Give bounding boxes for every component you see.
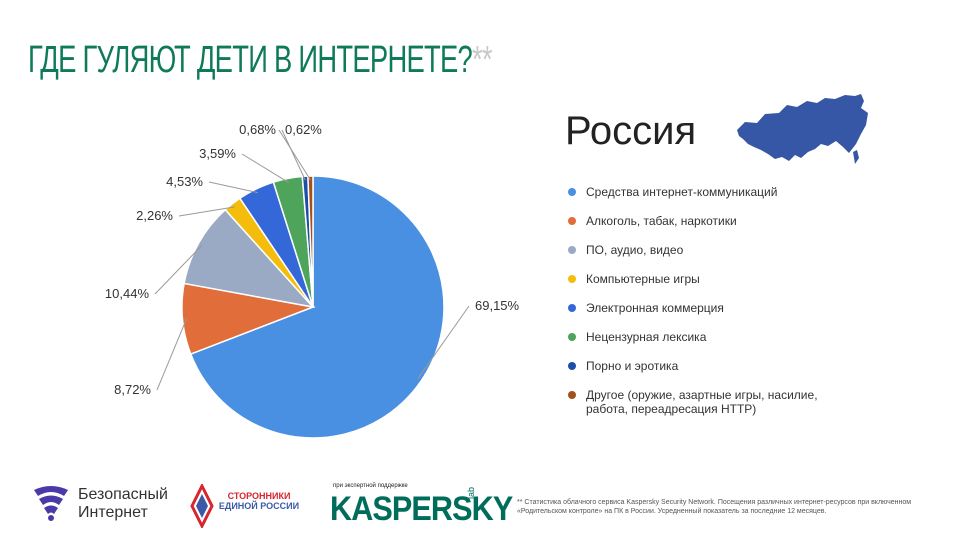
legend-swatch	[568, 362, 576, 370]
legend-item: Другое (оружие, азартные игры, насилие, …	[568, 388, 858, 416]
shield-wifi-icon	[34, 486, 68, 521]
supporters-emblem-icon	[190, 484, 214, 528]
legend-label: Электронная коммерция	[586, 301, 724, 315]
legend-swatch	[568, 275, 576, 283]
page-title: ГДЕ ГУЛЯЮТ ДЕТИ В ИНТЕРНЕТЕ?**	[28, 38, 493, 82]
leader-line	[278, 129, 311, 181]
kaspersky-logo: KASPERSKY	[330, 490, 513, 528]
slice-value-label: 8,72%	[114, 382, 151, 397]
leader-line	[281, 129, 306, 181]
legend-label: Средства интернет-коммуникаций	[586, 185, 778, 199]
legend-label: Порно и эротика	[586, 359, 679, 373]
chart-legend: Средства интернет-коммуникаций Алкоголь, …	[568, 185, 858, 416]
legend-item: Электронная коммерция	[568, 301, 858, 315]
pie-slice	[183, 208, 316, 309]
legend-item: Порно и эротика	[568, 359, 858, 373]
legend-swatch	[568, 217, 576, 225]
title-footnote-mark: **	[472, 39, 493, 81]
legend-label: Алкоголь, табак, наркотики	[586, 214, 737, 228]
region-name: Россия	[565, 109, 697, 153]
russia-map-icon	[737, 94, 868, 164]
legend-swatch	[568, 391, 576, 399]
legend-label: Нецензурная лексика	[586, 330, 707, 344]
footnote: ** Статистика облачного сервиса Kaspersk…	[517, 499, 912, 515]
slice-value-label: 2,26%	[136, 208, 173, 223]
leader-line	[154, 244, 203, 295]
leader-line	[241, 153, 289, 183]
legend-swatch	[568, 304, 576, 312]
legend-item: ПО, аудио, видео	[568, 243, 858, 257]
legend-item: Нецензурная лексика	[568, 330, 858, 344]
slice-value-label: 69,15%	[475, 298, 520, 313]
leader-line	[178, 206, 235, 217]
legend-swatch	[568, 246, 576, 254]
leader-line	[208, 181, 258, 194]
leader-line	[156, 318, 188, 391]
kaspersky-note: при экспертной поддержке	[333, 483, 408, 489]
slice-value-label: 10,44%	[105, 286, 150, 301]
legend-label: Компьютерные игры	[586, 272, 700, 286]
legend-swatch	[568, 333, 576, 341]
supporters-line1: СТОРОННИКИ	[227, 491, 291, 501]
supporters-line2: ЕДИНОЙ РОССИИ	[218, 501, 300, 511]
legend-label: Другое (оружие, азартные игры, насилие, …	[586, 388, 818, 416]
supporters-logo: СТОРОННИКИ ЕДИНОЙ РОССИИ	[215, 491, 303, 511]
pie-slice	[189, 175, 445, 439]
slice-value-label: 0,68%	[239, 122, 276, 137]
legend-label: ПО, аудио, видео	[586, 243, 684, 257]
legend-swatch	[568, 188, 576, 196]
legend-item: Алкоголь, табак, наркотики	[568, 214, 858, 228]
bi-logo-text: Безопасный Интернет	[78, 486, 168, 521]
pie-chart: 69,15% 8,72% 10,44% 2,26% 4,53% 3,59%0,68% 0,6…	[105, 122, 520, 439]
kaspersky-lab-mark: lab	[466, 486, 476, 499]
leader-line	[417, 305, 470, 380]
slice-value-label: 4,53%	[166, 174, 203, 189]
legend-item: Компьютерные игры	[568, 272, 858, 286]
slice-value-label: 0,62%	[285, 122, 322, 137]
legend-item: Средства интернет-коммуникаций	[568, 185, 858, 199]
slice-value-label: 3,59%	[199, 146, 236, 161]
page-title-text: ГДЕ ГУЛЯЮТ ДЕТИ В ИНТЕРНЕТЕ?	[28, 39, 473, 81]
